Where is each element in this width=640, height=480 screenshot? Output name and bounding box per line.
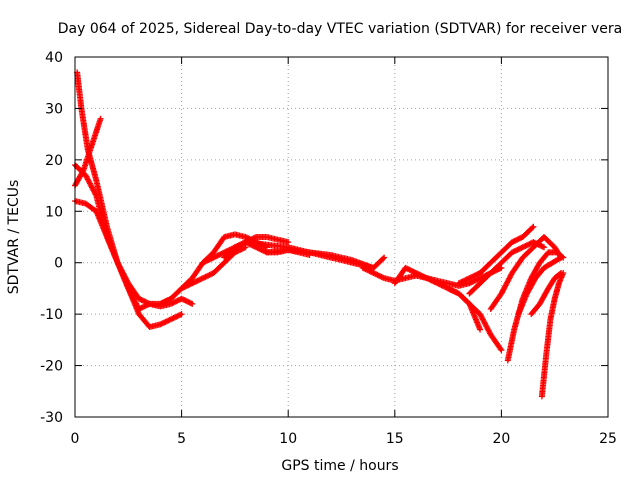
y-tick-label: 20 bbox=[45, 153, 63, 169]
chart-title: Day 064 of 2025, Sidereal Day-to-day VTE… bbox=[58, 21, 622, 37]
data-point-marker bbox=[285, 239, 292, 246]
x-tick-label: 0 bbox=[71, 431, 80, 447]
data-point-marker bbox=[530, 223, 537, 230]
data-point-marker bbox=[498, 264, 505, 271]
y-tick-label: -10 bbox=[40, 307, 63, 323]
x-tick-label: 20 bbox=[492, 431, 510, 447]
axis-ticks: 0 5 10 15 20 25 -30 -20 -10 0 10 20 30 40 bbox=[40, 50, 617, 447]
data-point-marker bbox=[560, 270, 567, 276]
x-tick-label: 5 bbox=[177, 431, 186, 447]
series-arc-5 bbox=[157, 244, 249, 307]
y-tick-label: -20 bbox=[40, 359, 63, 375]
data-point-marker bbox=[498, 347, 505, 354]
data-point-marker bbox=[380, 255, 387, 262]
y-tick-label: -30 bbox=[40, 410, 63, 426]
data-points bbox=[72, 69, 567, 400]
series-arc-18 bbox=[515, 254, 565, 318]
y-tick-label: 10 bbox=[45, 204, 63, 220]
plot-border bbox=[74, 56, 609, 418]
series-arc-10 bbox=[263, 246, 388, 271]
y-tick-label: 0 bbox=[54, 256, 63, 272]
data-point-marker bbox=[556, 255, 563, 262]
series-arc-4 bbox=[72, 115, 104, 189]
data-point-marker bbox=[477, 326, 484, 333]
y-tick-label: 30 bbox=[45, 101, 63, 117]
data-point-marker bbox=[529, 224, 536, 231]
data-point-marker bbox=[97, 115, 104, 122]
series-arc-12 bbox=[391, 264, 484, 333]
data-point-marker bbox=[79, 168, 86, 175]
series-arc-13 bbox=[445, 285, 505, 354]
x-tick-label: 10 bbox=[279, 431, 297, 447]
y-axis-label: SDTVAR / TECUs bbox=[6, 180, 22, 295]
data-point-marker bbox=[497, 345, 504, 352]
x-tick-label: 15 bbox=[386, 431, 404, 447]
data-point-marker bbox=[558, 254, 565, 261]
data-point-marker bbox=[242, 244, 249, 251]
data-point-marker bbox=[189, 300, 196, 307]
y-tick-label: 40 bbox=[45, 50, 63, 66]
data-point-marker bbox=[178, 311, 185, 318]
series-arc-19 bbox=[528, 270, 565, 318]
data-point-marker bbox=[381, 254, 388, 261]
x-tick-label: 25 bbox=[599, 431, 617, 447]
series-arc-14 bbox=[455, 223, 537, 287]
data-point-marker bbox=[541, 244, 548, 251]
series-arc-3 bbox=[72, 198, 196, 310]
grid bbox=[75, 57, 608, 417]
x-axis-label: GPS time / hours bbox=[281, 458, 398, 474]
series-arc-20 bbox=[538, 270, 567, 400]
